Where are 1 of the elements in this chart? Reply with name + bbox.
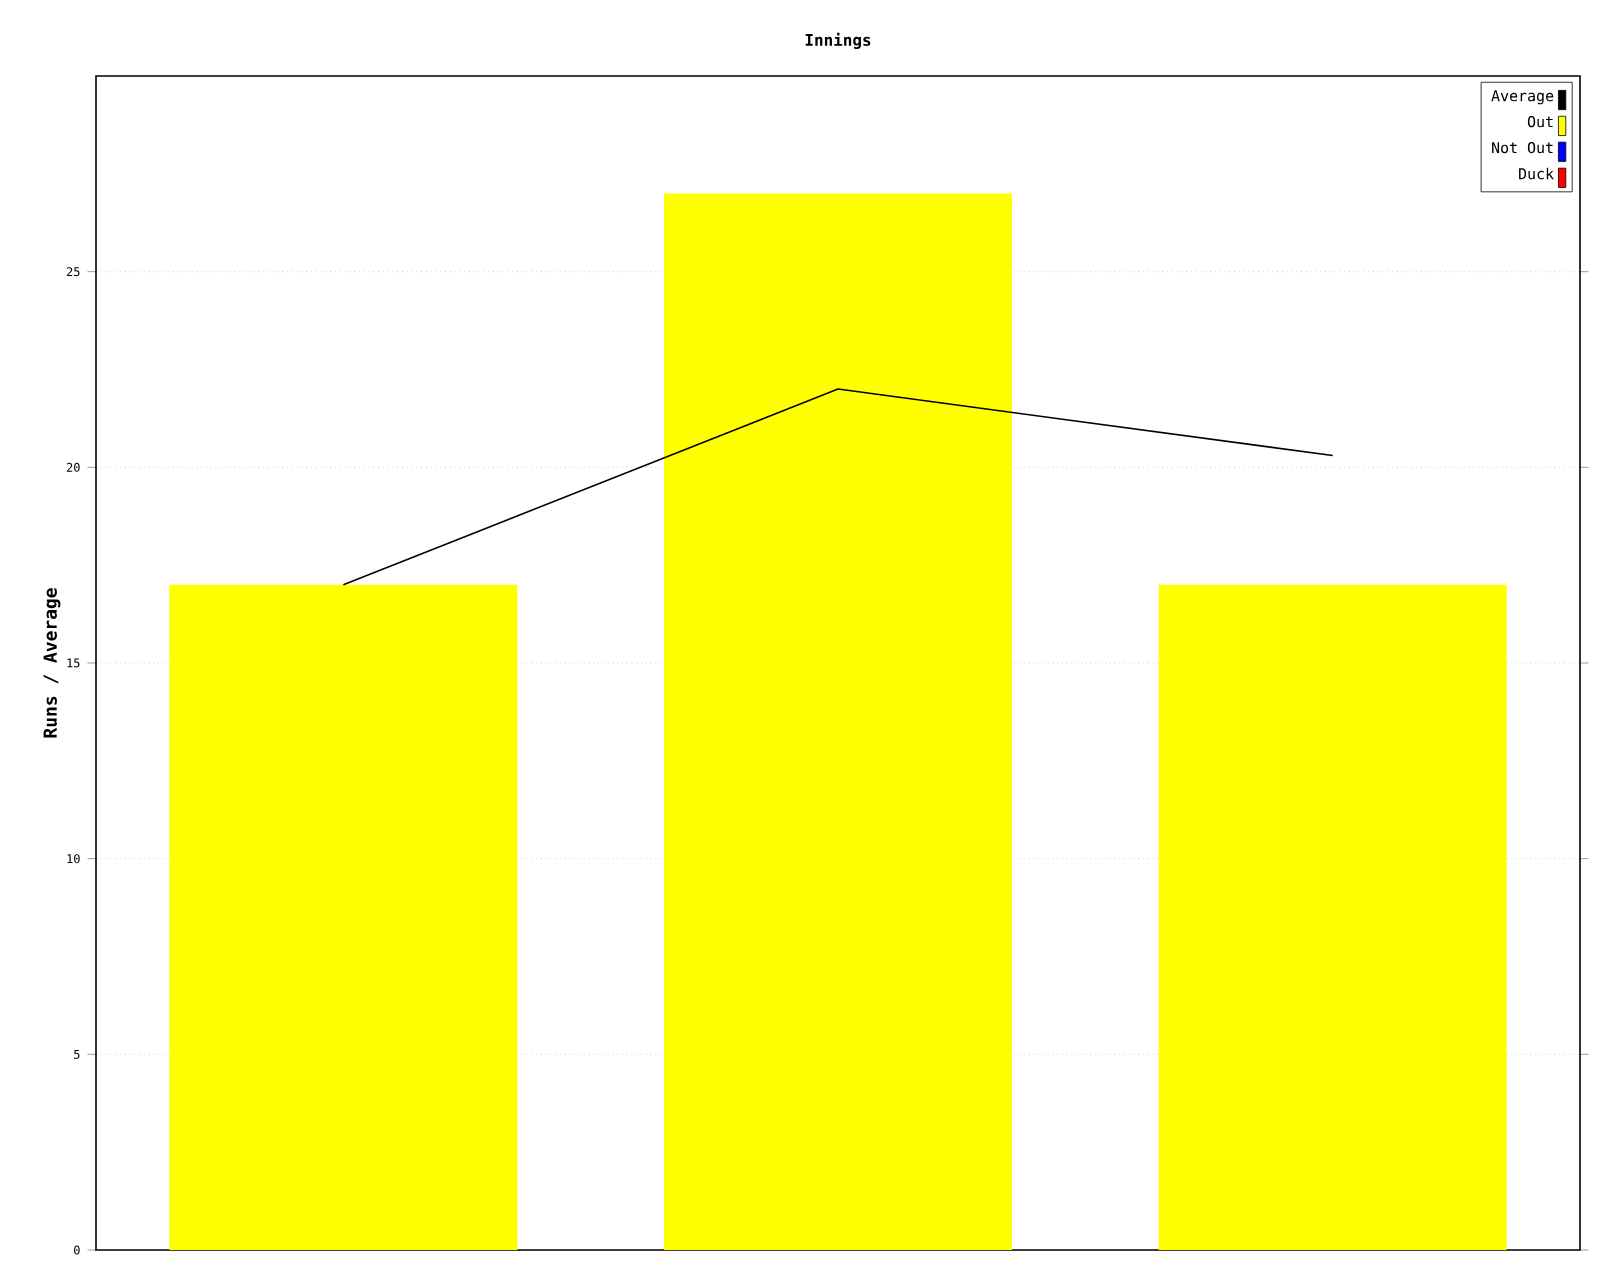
y-axis-title: Runs / Average	[43, 588, 61, 738]
